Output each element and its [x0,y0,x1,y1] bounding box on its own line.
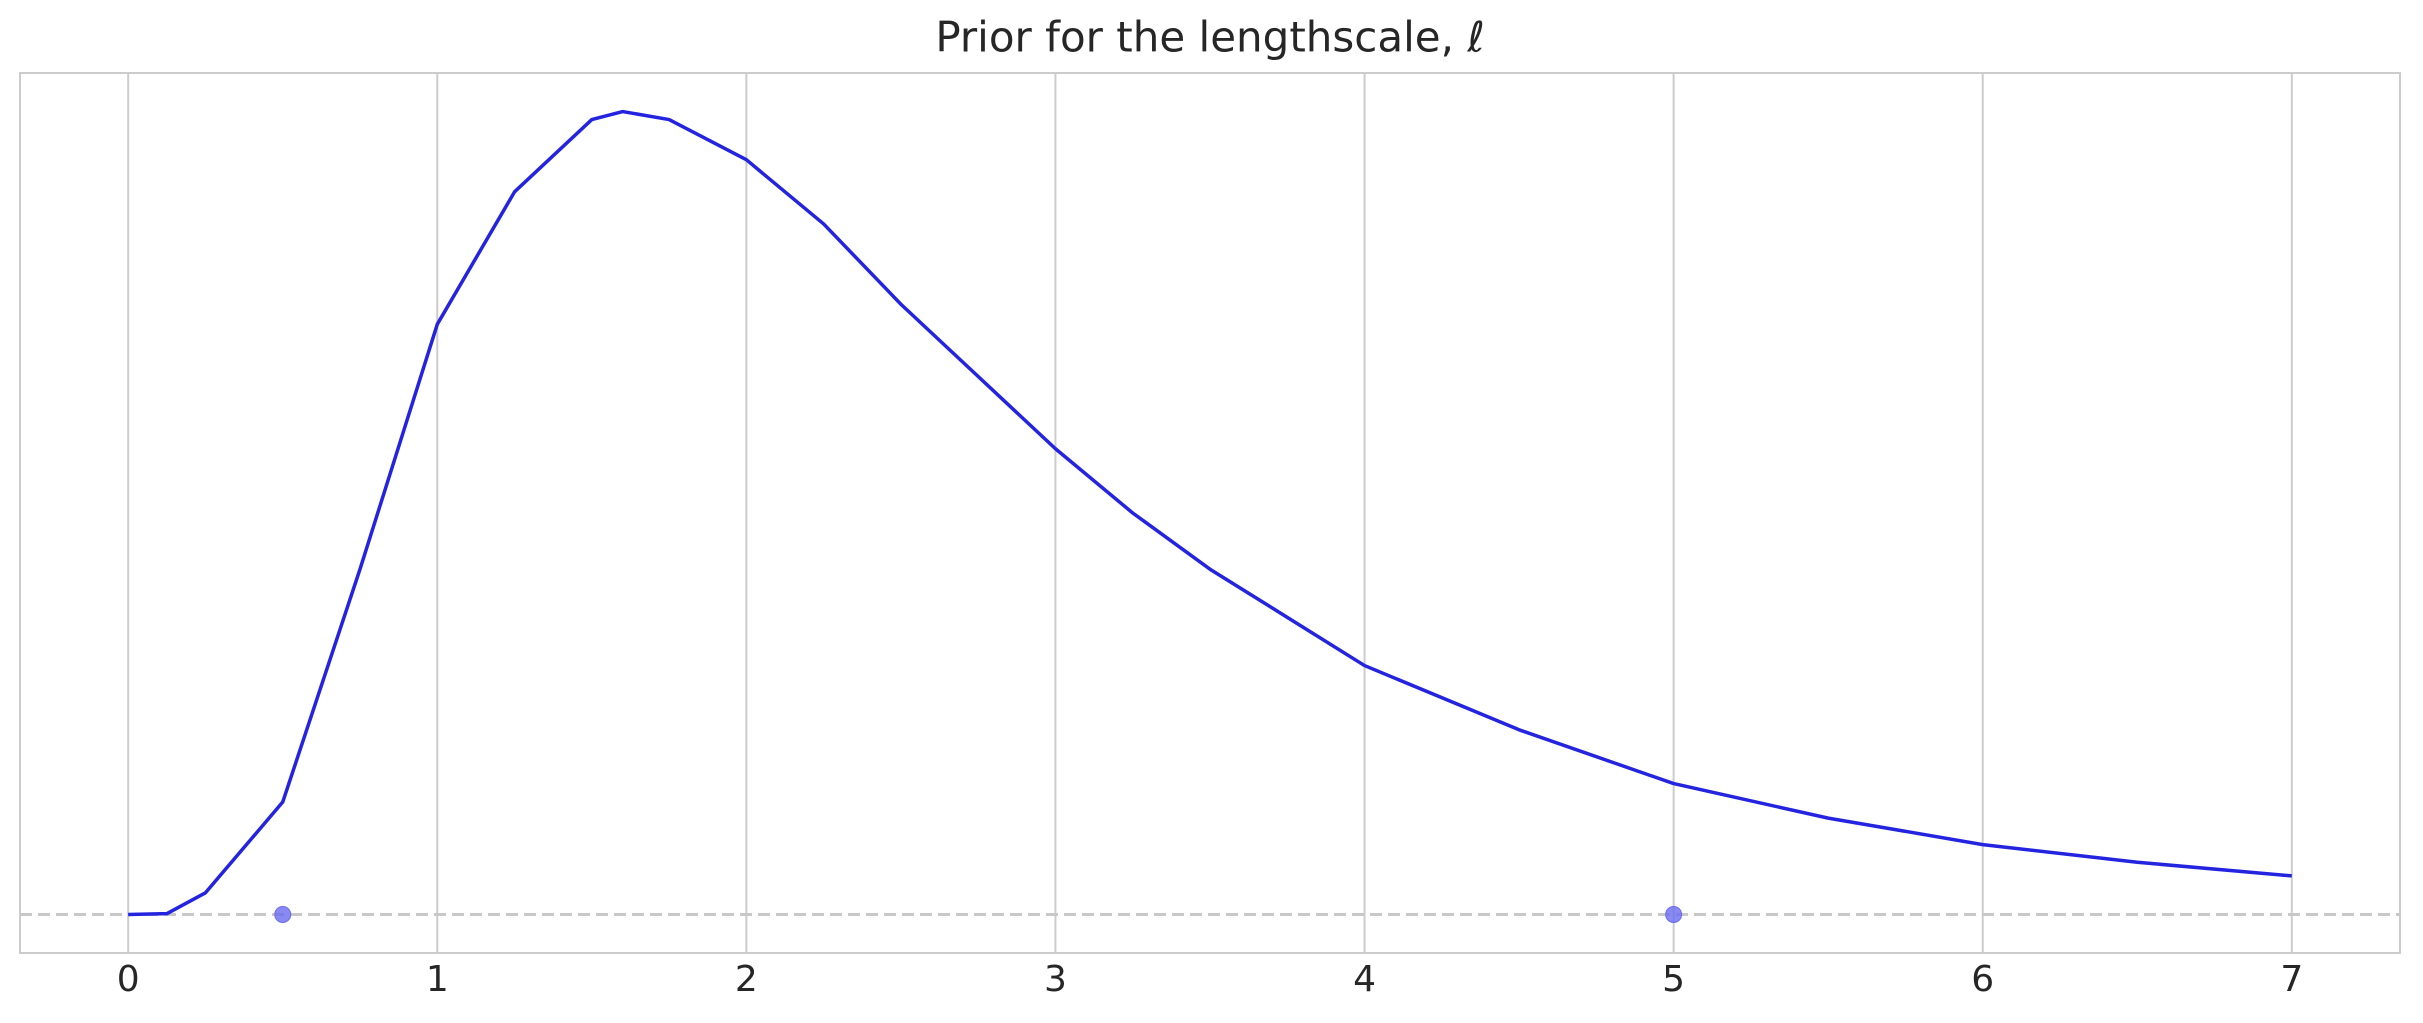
x-tick-label: 1 [426,959,449,1000]
x-tick-label: 7 [2280,959,2303,1000]
x-tick-label: 2 [735,959,758,1000]
point [274,905,292,923]
x-tick-label: 5 [1662,959,1685,1000]
x-tick-label: 0 [117,959,140,1000]
x-tick-label: 6 [1971,959,1994,1000]
density-line [128,109,2292,917]
point [1665,905,1683,923]
plot-frame [19,72,2401,954]
x-tick-label: 3 [1044,959,1067,1000]
x-tick-label: 4 [1353,959,1376,1000]
chart-title: Prior for the lengthscale, ℓ [935,13,1484,62]
